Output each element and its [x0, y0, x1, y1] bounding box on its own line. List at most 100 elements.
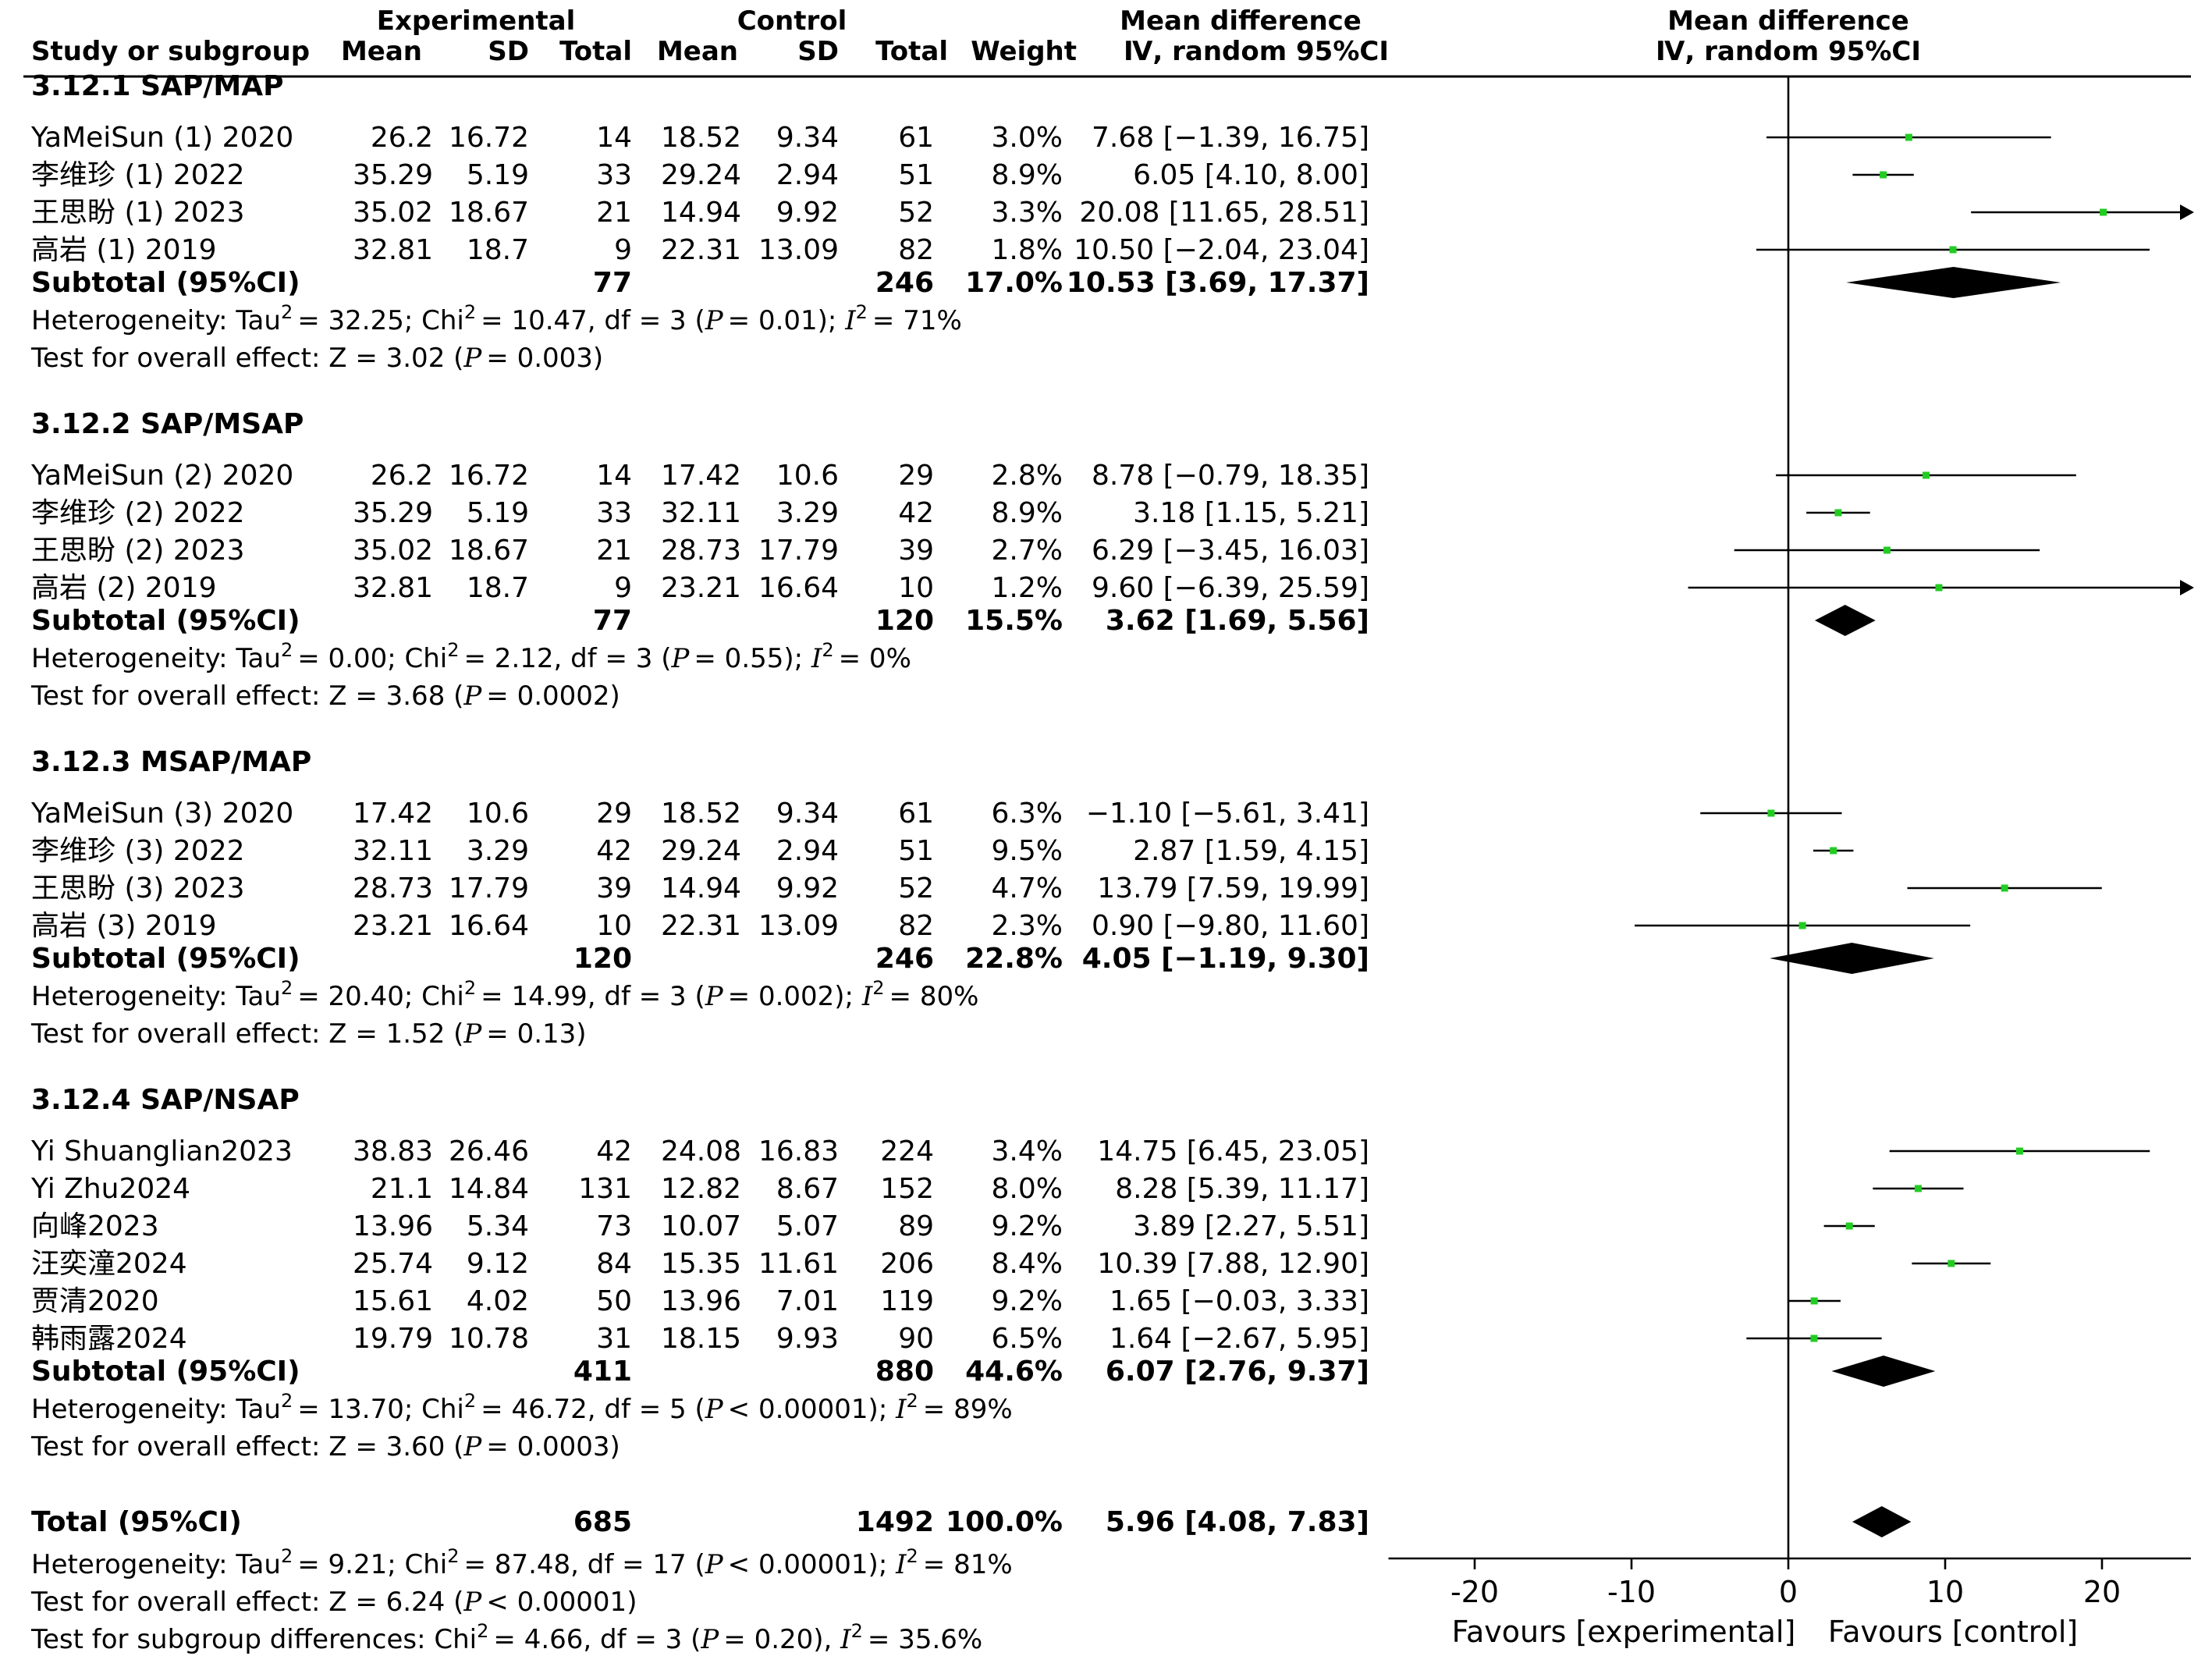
overall-effect-text: Test for overall effect: Z = 3.68 (P = 0.…: [30, 681, 620, 712]
het-sup: 2: [464, 977, 476, 999]
overall-p-symbol: P: [463, 681, 482, 712]
weight: 2.8%: [992, 460, 1063, 492]
effect-marker: [1810, 1334, 1818, 1342]
sgd-p-symbol: P: [700, 1624, 719, 1655]
ctl-sd: 16.64: [758, 572, 839, 604]
subtotal-diamond: [1846, 267, 2061, 298]
heterogeneity-text: Heterogeneity: Tau2 = 20.40; Chi2 = 14.99,…: [31, 977, 978, 1012]
sgd-sup: 2: [851, 1620, 863, 1642]
het-p: = 0.55);: [694, 643, 811, 674]
ctl-sd: 8.67: [776, 1173, 839, 1205]
study-name: 高岩 (1) 2019: [31, 234, 217, 266]
weight: 8.9%: [992, 497, 1063, 529]
total-overall-effect-text: Test for overall effect: Z = 6.24 (P < 0.…: [30, 1587, 637, 1618]
sgd-p: = 0.20),: [723, 1624, 840, 1655]
het-i2: = 0%: [839, 643, 911, 674]
weight: 2.3%: [992, 910, 1063, 942]
overall-p-symbol: P: [463, 1587, 482, 1618]
overall-effect-text: Test for overall effect: Z = 1.52 (P = 0.…: [30, 1018, 587, 1050]
effect-marker: [1810, 1297, 1818, 1305]
ctl-total: 52: [898, 872, 934, 904]
exp-total: 50: [596, 1285, 632, 1317]
het-prefix: Heterogeneity: Tau: [31, 1394, 281, 1425]
ctl-total: 224: [880, 1135, 934, 1167]
het-tau2: = 9.21; Chi: [297, 1549, 447, 1580]
exp-mean: 19.79: [353, 1323, 433, 1355]
ctl-mean: 22.31: [661, 234, 741, 266]
het-prefix: Heterogeneity: Tau: [31, 1549, 281, 1580]
subtotal-ci-value: 3.62 [1.69, 5.56]: [1106, 605, 1369, 637]
weight: 6.3%: [992, 798, 1063, 830]
het-sup: 2: [281, 639, 293, 661]
ctl-mean: 13.96: [661, 1285, 741, 1317]
ctl-sd: 9.34: [776, 798, 839, 830]
ctl-sd: 9.92: [776, 872, 839, 904]
het-i-symbol: I: [811, 643, 822, 674]
overall-effect-text: Test for overall effect: Z = 3.02 (P = 0.…: [30, 343, 603, 374]
exp-total: 39: [596, 872, 632, 904]
subtotal-ci-value: 4.05 [−1.19, 9.30]: [1082, 943, 1369, 975]
ci-value: 10.39 [7.88, 12.90]: [1097, 1248, 1369, 1280]
exp-sd: 3.29: [467, 835, 529, 867]
ctl-sd: 3.29: [776, 497, 839, 529]
overall-effect-text: Test for overall effect: Z = 3.60 (P = 0.…: [30, 1431, 620, 1462]
het-chi2: = 87.48, df = 17 (: [464, 1549, 705, 1580]
ci-value: 3.18 [1.15, 5.21]: [1133, 497, 1369, 529]
subtotal-label: Subtotal (95%CI): [31, 943, 300, 975]
exp-mean: 32.81: [353, 234, 433, 266]
heterogeneity-text: Heterogeneity: Tau2 = 13.70; Chi2 = 46.72,…: [31, 1390, 1013, 1425]
ctl-mean: 17.42: [661, 460, 741, 492]
het-chi2: = 10.47, df = 3 (: [481, 305, 705, 336]
ctl-mean: 10.07: [661, 1210, 741, 1242]
ctl-mean: 22.31: [661, 910, 741, 942]
study-name: 高岩 (2) 2019: [31, 572, 217, 604]
sgd-chi2: = 4.66, df = 3 (: [493, 1624, 701, 1655]
x-tick-label: 20: [2083, 1575, 2121, 1609]
ctl-sd: 2.94: [776, 159, 839, 191]
het-prefix: Heterogeneity: Tau: [31, 643, 281, 674]
weight: 3.0%: [992, 122, 1063, 154]
weight: 8.0%: [992, 1173, 1063, 1205]
x-tick-label: 10: [1926, 1575, 1964, 1609]
favours-control-label: Favours [control]: [1828, 1615, 2078, 1649]
effect-marker: [1883, 546, 1891, 554]
exp-mean: 35.02: [353, 535, 433, 567]
ctl-sd: 7.01: [776, 1285, 839, 1317]
overall-p: = 0.003): [486, 343, 603, 374]
control-group-header: Control: [737, 5, 847, 37]
study-name: 贾清2020: [31, 1285, 159, 1317]
het-p: < 0.00001);: [728, 1549, 896, 1580]
exp-mean: 17.42: [353, 798, 433, 830]
het-i2: = 89%: [923, 1394, 1013, 1425]
ctl-total: 39: [898, 535, 934, 567]
ctl-mean: 18.52: [661, 122, 741, 154]
overall-p: = 0.0003): [486, 1431, 620, 1462]
ctl-mean: 18.15: [661, 1323, 741, 1355]
exp-total: 14: [596, 122, 632, 154]
total-exp-total: 685: [573, 1506, 632, 1538]
effect-marker: [2001, 884, 2008, 892]
overall-p: = 0.0002): [486, 681, 620, 712]
effect-marker: [2100, 208, 2107, 216]
exp-sd: 16.72: [449, 460, 529, 492]
weight: 8.4%: [992, 1248, 1063, 1280]
study-name: Yi Zhu2024: [30, 1173, 190, 1205]
x-tick-label: -10: [1607, 1575, 1656, 1609]
exp-mean: 35.29: [353, 497, 433, 529]
het-sup: 2: [281, 1545, 293, 1567]
ci-value: 1.65 [−0.03, 3.33]: [1110, 1285, 1369, 1317]
het-sup: 2: [907, 1545, 918, 1567]
overall-prefix: Test for overall effect: Z = 3.68 (: [30, 681, 463, 712]
study-name: 高岩 (3) 2019: [31, 910, 217, 942]
ctl-mean: 29.24: [661, 159, 741, 191]
het-i-symbol: I: [844, 305, 856, 336]
overall-p-symbol: P: [463, 1018, 482, 1050]
exp-total: 31: [596, 1323, 632, 1355]
ci-value: 3.89 [2.27, 5.51]: [1133, 1210, 1369, 1242]
het-i-symbol: I: [895, 1394, 907, 1425]
ctl-mean-column-header: Mean: [657, 36, 738, 67]
subtotal-ctl-total: 880: [875, 1356, 934, 1388]
overall-prefix: Test for overall effect: Z = 3.02 (: [30, 343, 463, 374]
